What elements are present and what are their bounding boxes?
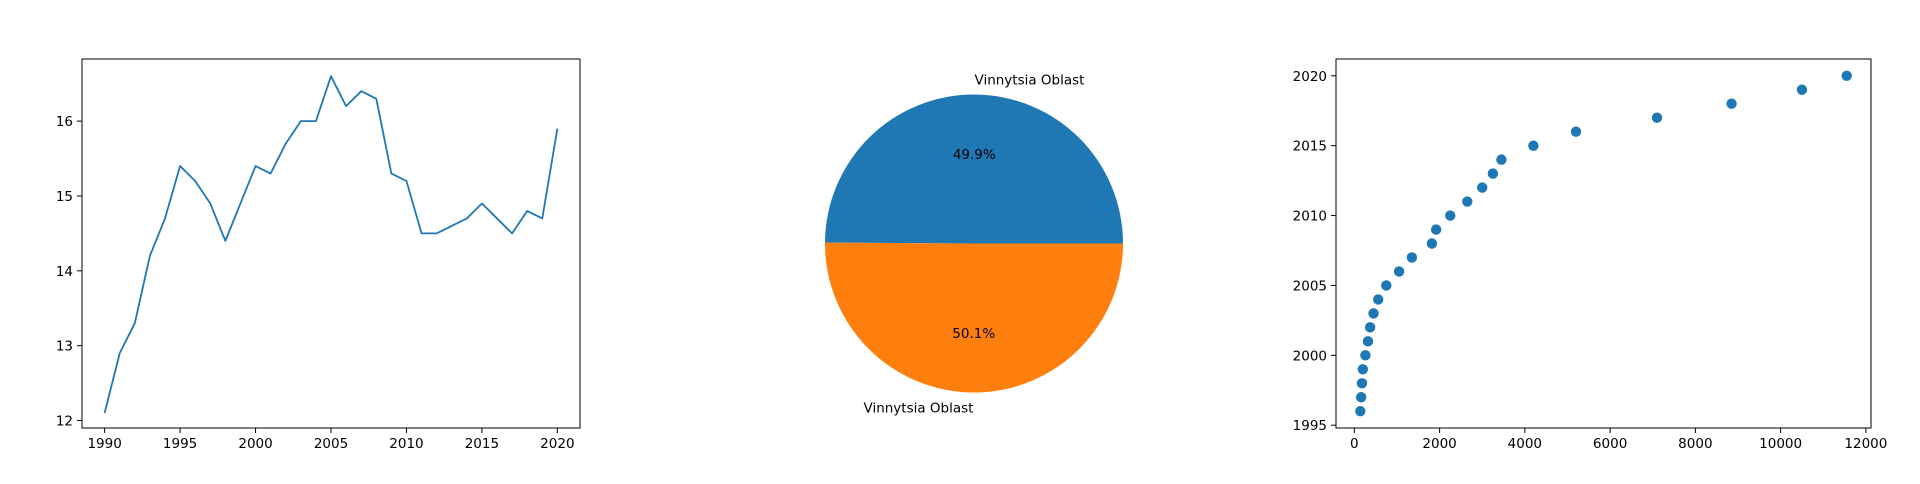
y-tick-label: 14 xyxy=(56,264,73,280)
scatter-point xyxy=(1368,308,1378,318)
x-tick-label: 8000 xyxy=(1678,436,1712,452)
line-series xyxy=(105,76,558,413)
scatter-point xyxy=(1365,322,1375,332)
scatter-point xyxy=(1427,238,1437,248)
scatter-chart: 0 2000 4000 6000 8000 10000 12000 1995 2000 2005 2… xyxy=(1293,59,1888,452)
x-tick-label: 6000 xyxy=(1593,436,1627,452)
x-tick-label: 12000 xyxy=(1844,436,1887,452)
x-tick-label: 4000 xyxy=(1508,436,1542,452)
scatter-point xyxy=(1360,350,1370,360)
pie-slice xyxy=(825,243,1123,393)
pie-label: Vinnytsia Oblast xyxy=(864,400,974,416)
scatter-point xyxy=(1488,168,1498,178)
y-tick-label: 12 xyxy=(56,414,73,430)
scatter-point xyxy=(1842,71,1852,81)
scatter-point xyxy=(1381,280,1391,290)
scatter-point xyxy=(1356,392,1366,402)
pie-percent-label: 50.1% xyxy=(952,326,995,342)
x-tick-label: 1990 xyxy=(87,436,121,452)
scatter-point xyxy=(1355,406,1365,416)
x-tick-label: 2015 xyxy=(465,436,499,452)
scatter-point xyxy=(1357,378,1367,388)
y-tick-label: 1995 xyxy=(1293,418,1327,434)
scatter-point xyxy=(1445,210,1455,220)
y-tick-label: 2015 xyxy=(1293,139,1327,155)
line-chart-frame xyxy=(82,59,580,428)
x-tick-label: 2020 xyxy=(540,436,574,452)
y-tick-label: 2010 xyxy=(1293,209,1327,225)
scatter-point xyxy=(1528,140,1538,150)
pie-percent-label: 49.9% xyxy=(953,147,996,163)
scatter-point xyxy=(1496,154,1506,164)
x-tick-label: 2010 xyxy=(389,436,423,452)
scatter-point xyxy=(1394,266,1404,276)
line-chart: 1990 1995 2000 2005 2010 2015 2020 12 13 14 15 16 xyxy=(56,59,580,452)
y-tick-label: 13 xyxy=(56,339,73,355)
x-tick-label: 2005 xyxy=(314,436,348,452)
scatter-chart-frame xyxy=(1336,59,1871,428)
scatter-point xyxy=(1431,224,1441,234)
scatter-point xyxy=(1477,182,1487,192)
x-tick-label: 2000 xyxy=(238,436,272,452)
scatter-point xyxy=(1652,113,1662,123)
scatter-point xyxy=(1407,252,1417,262)
scatter-point xyxy=(1797,85,1807,95)
scatter-point xyxy=(1571,126,1581,136)
scatter-point xyxy=(1363,336,1373,346)
y-tick-label: 16 xyxy=(56,114,73,130)
x-tick-label: 1995 xyxy=(163,436,197,452)
pie-label: Vinnytsia Oblast xyxy=(975,73,1085,89)
scatter-point xyxy=(1358,364,1368,374)
pie-slice xyxy=(825,94,1123,243)
scatter-point xyxy=(1462,196,1472,206)
x-tick-label: 10000 xyxy=(1759,436,1802,452)
scatter-point xyxy=(1373,294,1383,304)
y-tick-label: 15 xyxy=(56,189,73,205)
y-tick-label: 2000 xyxy=(1293,348,1327,364)
x-tick-label: 0 xyxy=(1350,436,1359,452)
scatter-point xyxy=(1726,99,1736,109)
y-tick-label: 2020 xyxy=(1293,69,1327,85)
y-tick-label: 2005 xyxy=(1293,278,1327,294)
pie-chart: Vinnytsia Oblast 49.9% Vinnytsia Oblast 50.… xyxy=(825,73,1123,417)
x-tick-label: 2000 xyxy=(1422,436,1456,452)
